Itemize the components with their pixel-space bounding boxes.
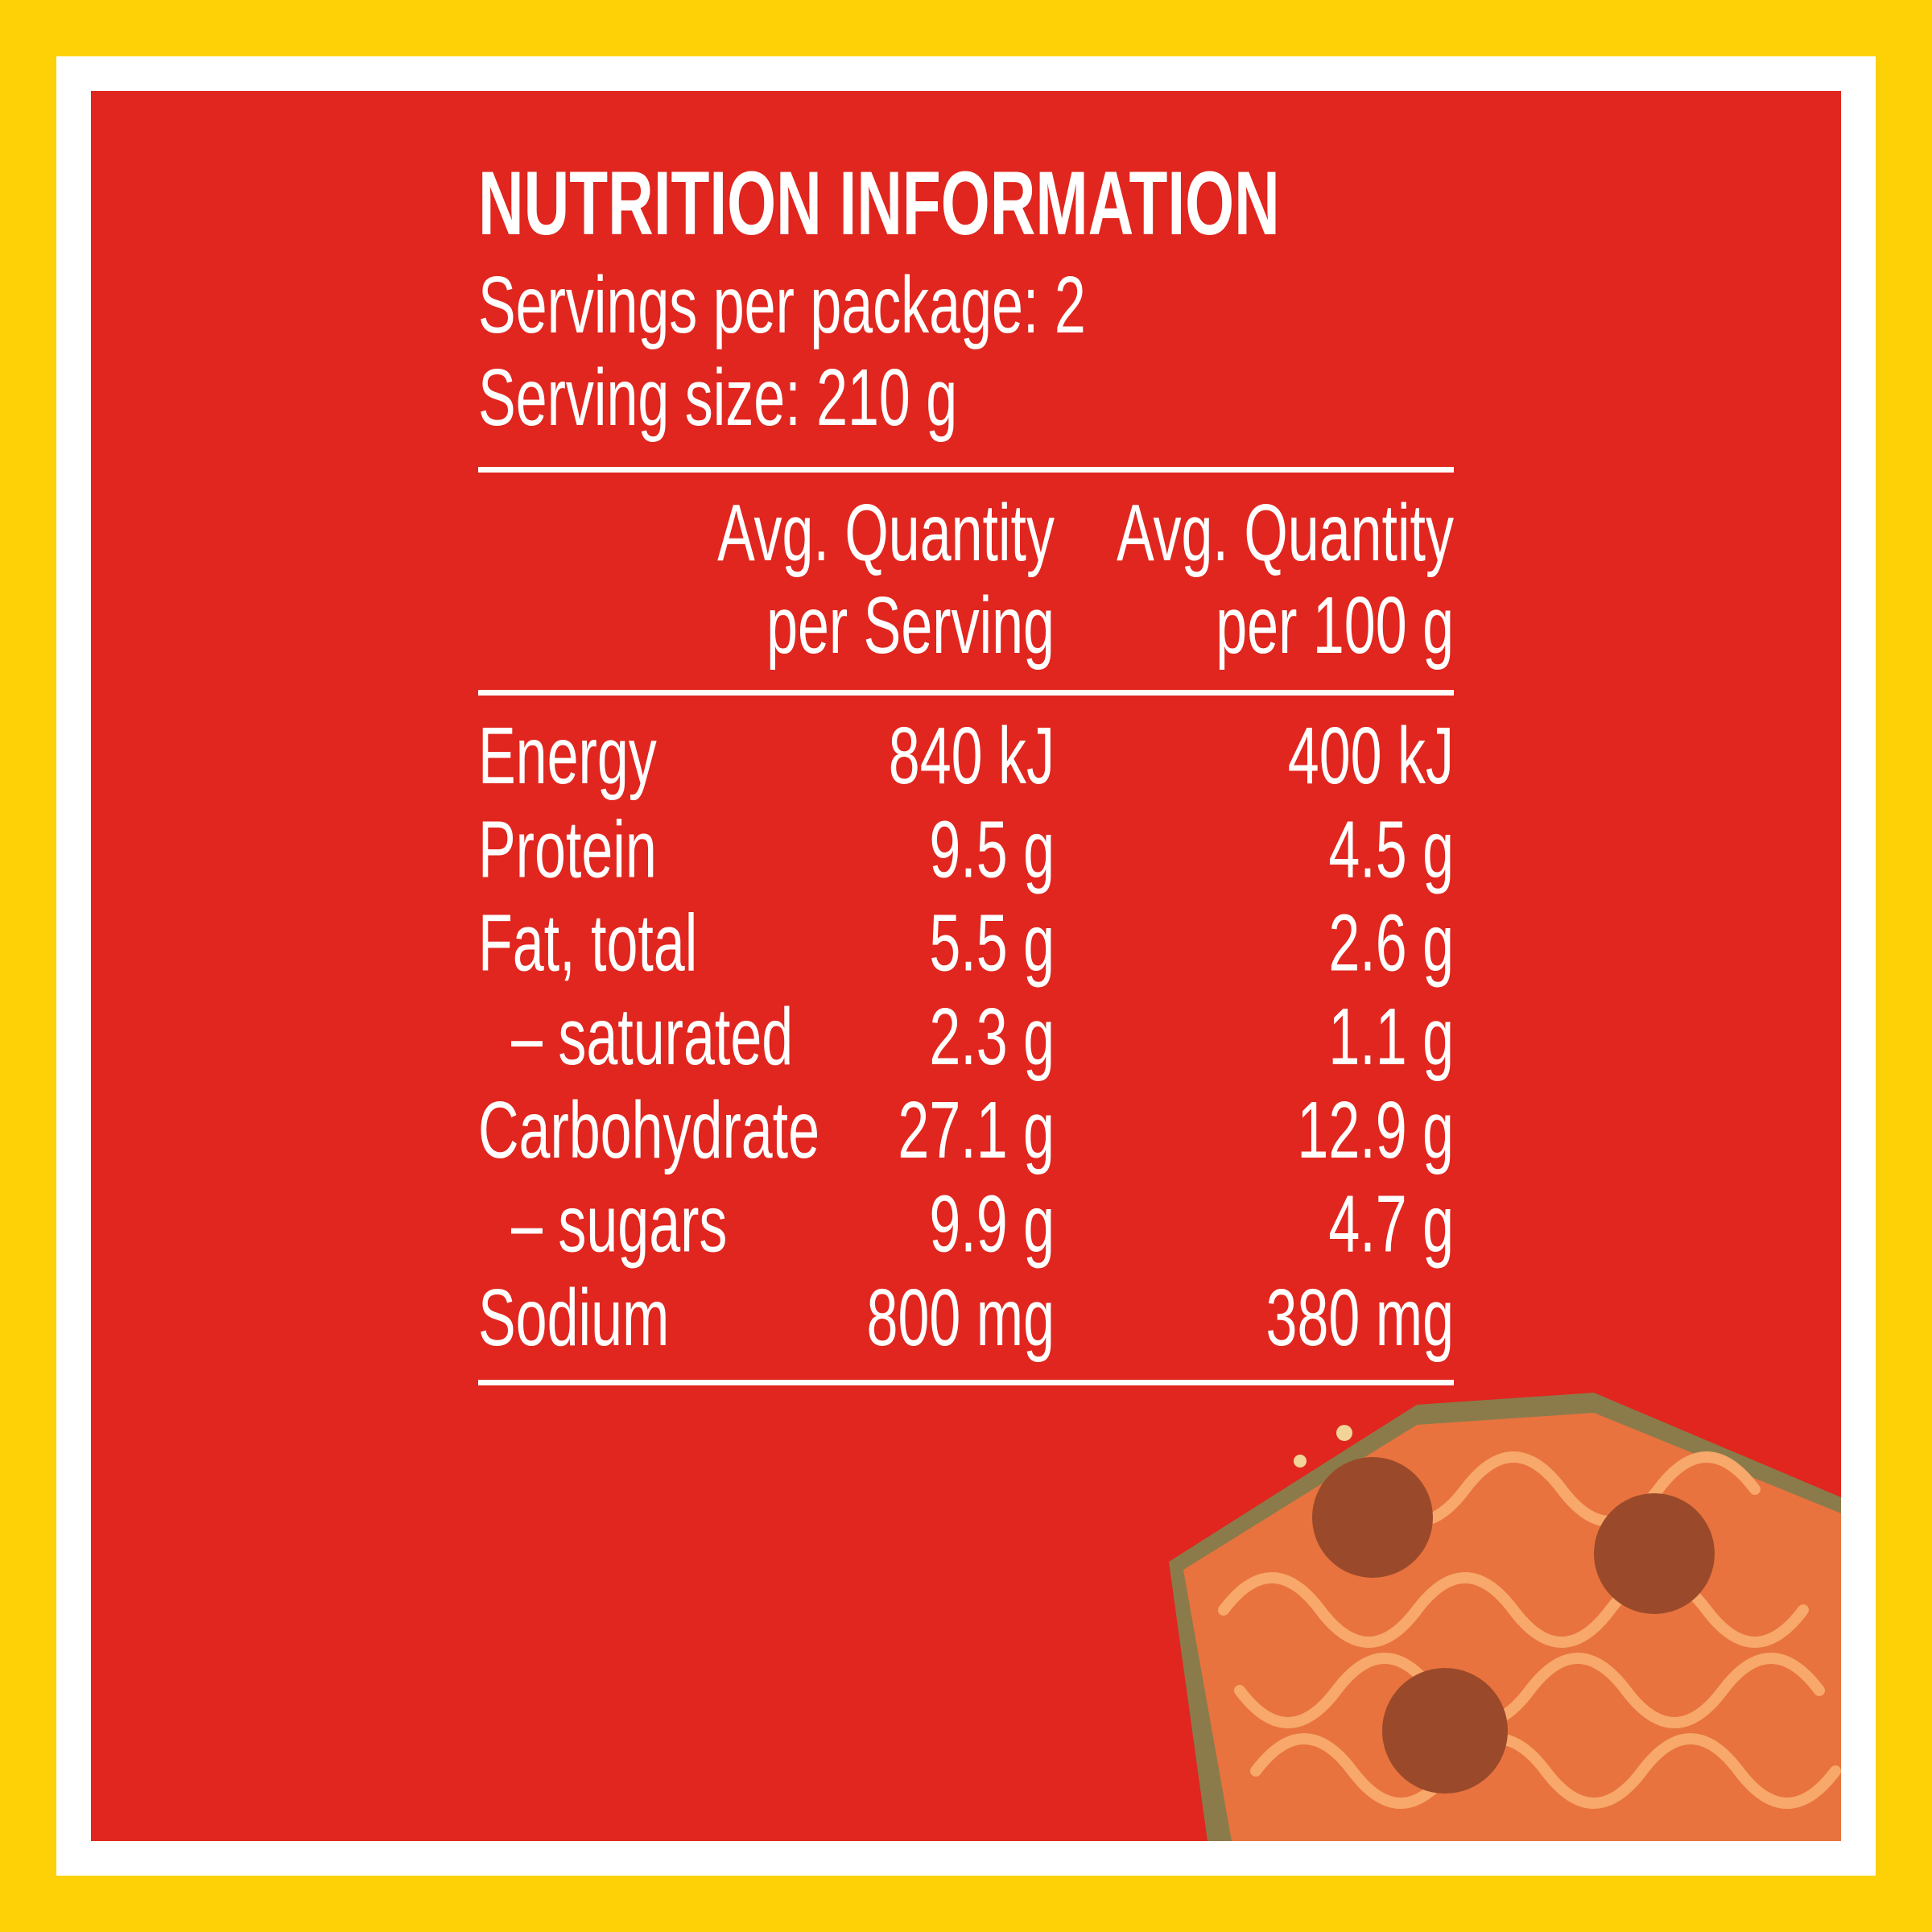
column-header: per 100 g bbox=[1216, 581, 1454, 671]
per-serving: 2.3 g bbox=[929, 993, 1055, 1082]
column-header: Avg. Quantity bbox=[1117, 489, 1454, 578]
column-header: per Serving bbox=[766, 581, 1055, 671]
serving-size: Serving size: 210 g bbox=[478, 353, 957, 443]
per-serving: 840 kJ bbox=[889, 712, 1055, 801]
per-serving: 9.9 g bbox=[929, 1179, 1055, 1269]
per-serving: 5.5 g bbox=[929, 898, 1055, 988]
divider bbox=[478, 467, 1454, 473]
per-100g: 4.7 g bbox=[1328, 1179, 1454, 1269]
nutrient-name: Carbohydrate bbox=[478, 1086, 819, 1175]
per-100g: 400 kJ bbox=[1288, 712, 1454, 801]
per-serving: 800 mg bbox=[867, 1274, 1055, 1363]
per-100g: 380 mg bbox=[1266, 1274, 1454, 1363]
noodles bbox=[1218, 1451, 1841, 1809]
per-serving: 27.1 g bbox=[898, 1086, 1055, 1175]
per-100g: 12.9 g bbox=[1297, 1086, 1454, 1175]
title: NUTRITION INFORMATION bbox=[478, 153, 1280, 254]
divider bbox=[478, 690, 1454, 696]
nutrient-name: – saturated bbox=[511, 993, 793, 1082]
servings-per-package: Servings per package: 2 bbox=[478, 261, 1086, 350]
crumb bbox=[1336, 1425, 1352, 1441]
per-100g: 4.5 g bbox=[1328, 805, 1454, 894]
meatball bbox=[1382, 1668, 1508, 1794]
divider bbox=[478, 1380, 1454, 1385]
food-illustration bbox=[1169, 1393, 1841, 1841]
nutrient-name: Protein bbox=[478, 805, 657, 894]
meatball bbox=[1312, 1457, 1433, 1578]
per-100g: 1.1 g bbox=[1328, 993, 1454, 1082]
nutrient-name: – sugars bbox=[511, 1179, 727, 1269]
nutrient-name: Energy bbox=[478, 712, 657, 801]
per-serving: 9.5 g bbox=[929, 805, 1055, 894]
meatball bbox=[1594, 1493, 1715, 1614]
nutrient-name: Sodium bbox=[478, 1274, 669, 1363]
column-header: Avg. Quantity bbox=[717, 489, 1055, 578]
per-100g: 2.6 g bbox=[1328, 898, 1454, 988]
crumb bbox=[1294, 1455, 1307, 1468]
nutrient-name: Fat, total bbox=[478, 898, 697, 988]
